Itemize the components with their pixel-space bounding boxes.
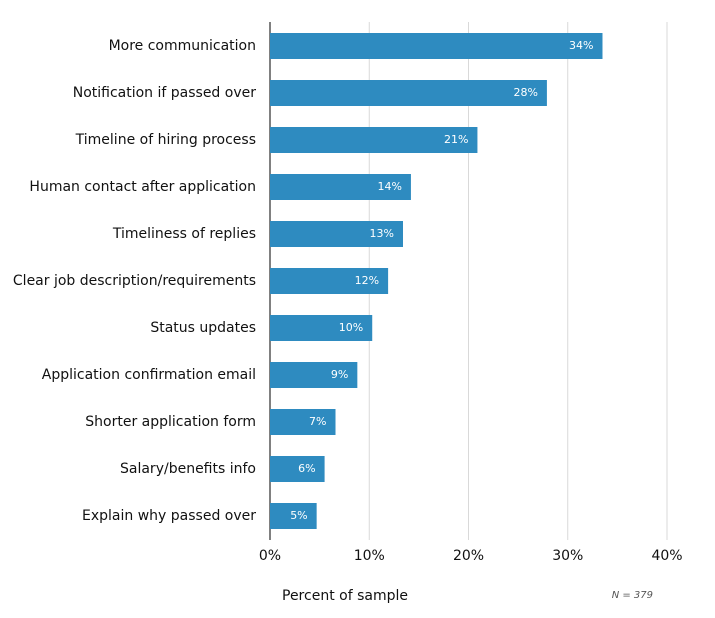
y-tick-label: Salary/benefits info: [120, 461, 256, 477]
value-label: 28%: [513, 86, 537, 99]
y-tick-label: Clear job description/requirements: [13, 273, 256, 289]
value-label: 10%: [339, 321, 363, 334]
x-tick-label: 0%: [259, 548, 281, 564]
bar: [270, 221, 403, 247]
y-tick-label: Explain why passed over: [82, 508, 256, 524]
bar: [270, 503, 317, 529]
value-label: 7%: [309, 415, 326, 428]
value-label: 9%: [331, 368, 348, 381]
y-tick-label: Notification if passed over: [73, 85, 257, 101]
x-tick-label: 10%: [354, 548, 385, 564]
bar: [270, 33, 603, 59]
bar: [270, 315, 373, 341]
bar: [270, 268, 389, 294]
bar: [270, 456, 325, 482]
bar: [270, 174, 411, 200]
y-tick-label: Timeliness of replies: [112, 226, 256, 242]
value-label: 13%: [370, 227, 394, 240]
x-axis-title: Percent of sample: [282, 588, 408, 604]
value-label: 5%: [290, 509, 307, 522]
x-tick-label: 20%: [453, 548, 484, 564]
bar: [270, 127, 478, 153]
value-label: 6%: [298, 462, 315, 475]
sample-note: N = 379: [612, 590, 653, 601]
y-tick-label: Timeline of hiring process: [75, 132, 256, 148]
x-tick-label: 40%: [651, 548, 682, 564]
bar: [270, 80, 547, 106]
value-label: 12%: [355, 274, 379, 287]
bar: [270, 409, 336, 435]
y-tick-label: Application confirmation email: [42, 367, 256, 383]
y-tick-label: Status updates: [150, 320, 256, 336]
y-tick-label: Shorter application form: [85, 414, 256, 430]
y-tick-label: More communication: [109, 38, 256, 54]
value-label: 34%: [569, 39, 593, 52]
y-tick-label: Human contact after application: [29, 179, 256, 195]
value-label: 14%: [377, 180, 401, 193]
x-tick-label: 30%: [552, 548, 583, 564]
bar: [270, 362, 358, 388]
value-label: 21%: [444, 133, 468, 146]
